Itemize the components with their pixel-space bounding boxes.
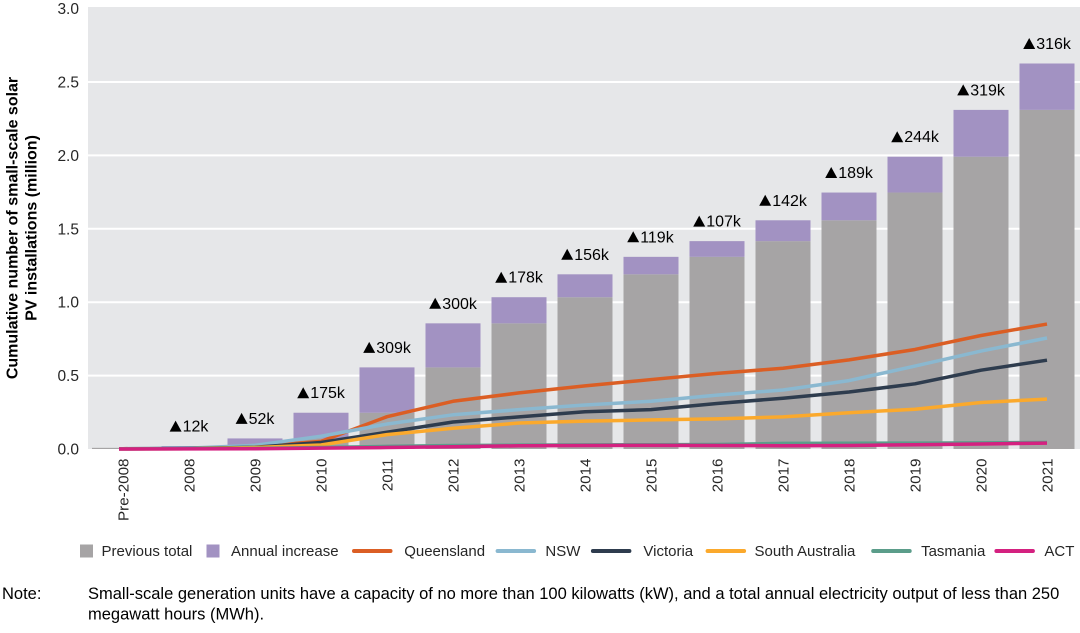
svg-text:ACT: ACT xyxy=(1044,543,1074,560)
svg-text:1.0: 1.0 xyxy=(57,295,79,312)
svg-text:Small-scale generation units h: Small-scale generation units have a capa… xyxy=(88,585,1059,603)
svg-text:2008: 2008 xyxy=(181,459,198,493)
svg-text:175k: 175k xyxy=(310,385,346,402)
svg-text:megawatt hours (MWh).: megawatt hours (MWh). xyxy=(88,606,264,624)
svg-text:2021: 2021 xyxy=(1039,459,1056,493)
svg-text:244k: 244k xyxy=(904,129,940,146)
svg-text:Queensland: Queensland xyxy=(404,543,485,560)
svg-text:2017: 2017 xyxy=(775,459,792,493)
svg-text:2011: 2011 xyxy=(379,459,396,492)
svg-text:0.0: 0.0 xyxy=(57,442,79,459)
svg-text:0.5: 0.5 xyxy=(57,368,79,385)
svg-text:2015: 2015 xyxy=(643,459,660,493)
svg-text:107k: 107k xyxy=(706,214,742,231)
svg-text:PV installations (million): PV installations (million) xyxy=(24,135,41,321)
svg-text:Annual increase: Annual increase xyxy=(231,543,339,560)
svg-text:189k: 189k xyxy=(838,165,874,182)
svg-text:Victoria: Victoria xyxy=(643,543,693,560)
svg-text:2012: 2012 xyxy=(445,459,462,493)
svg-text:1.5: 1.5 xyxy=(57,221,79,238)
svg-text:2019: 2019 xyxy=(907,459,924,493)
svg-text:156k: 156k xyxy=(574,247,610,264)
svg-text:2014: 2014 xyxy=(577,459,594,493)
svg-text:2.0: 2.0 xyxy=(57,148,79,165)
svg-text:119k: 119k xyxy=(640,229,675,246)
svg-text:Note:: Note: xyxy=(2,585,41,603)
svg-text:Previous total: Previous total xyxy=(102,543,193,560)
svg-text:Cumulative number of small-sca: Cumulative number of small-scale solar xyxy=(5,77,22,379)
svg-text:2018: 2018 xyxy=(841,459,858,493)
svg-text:142k: 142k xyxy=(772,193,808,210)
svg-text:178k: 178k xyxy=(508,270,544,287)
svg-text:316k: 316k xyxy=(1036,36,1072,53)
svg-text:300k: 300k xyxy=(442,296,478,313)
svg-text:319k: 319k xyxy=(970,82,1006,99)
svg-text:2020: 2020 xyxy=(973,459,990,493)
svg-text:3.0: 3.0 xyxy=(57,1,79,18)
svg-text:52k: 52k xyxy=(249,411,276,428)
svg-text:309k: 309k xyxy=(376,340,412,357)
svg-text:Tasmania: Tasmania xyxy=(921,543,986,560)
svg-text:South Australia: South Australia xyxy=(755,543,857,560)
svg-text:2016: 2016 xyxy=(709,459,726,493)
svg-text:2010: 2010 xyxy=(313,459,330,493)
svg-text:2009: 2009 xyxy=(247,459,264,493)
svg-text:12k: 12k xyxy=(183,419,210,436)
svg-text:NSW: NSW xyxy=(545,543,581,560)
svg-text:2.5: 2.5 xyxy=(57,75,79,92)
svg-text:2013: 2013 xyxy=(511,459,528,493)
svg-text:Pre-2008: Pre-2008 xyxy=(115,459,132,521)
